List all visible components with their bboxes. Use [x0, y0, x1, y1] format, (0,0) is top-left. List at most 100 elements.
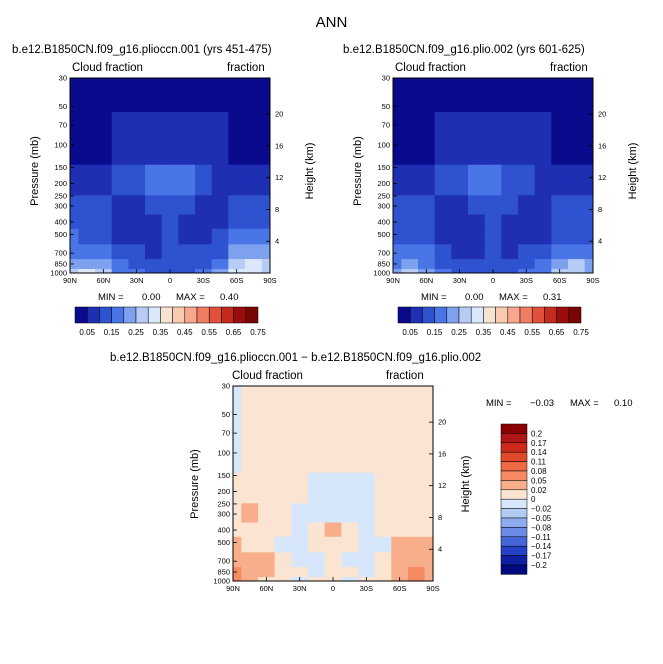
heatmap-cell — [391, 536, 409, 553]
colorbar-swatch — [446, 306, 460, 324]
heatmap-cell — [78, 78, 96, 112]
heatmap-cell — [568, 243, 586, 260]
heatmap-cell — [341, 472, 359, 504]
min-label: MIN = — [421, 292, 447, 303]
colorbar-swatch — [233, 306, 247, 324]
heatmap-cell — [393, 243, 402, 260]
y-tick-label: 200 — [54, 179, 67, 188]
heatmap-cell — [434, 243, 452, 260]
panel-title-difference: b.e12.B1850CN.f09_g16.plioccn.001 − b.e1… — [110, 352, 482, 364]
heatmap-cell — [111, 111, 129, 165]
heatmap-cell — [391, 472, 409, 504]
heatmap-cell — [568, 78, 586, 112]
heatmap-cell — [95, 111, 113, 165]
heatmap-cell — [501, 78, 519, 112]
heatmap-left: 90N 60N 30N 0 30S 60S 90S 30 50 70 100 150 200 250 300… — [50, 74, 283, 286]
colorbar-swatch — [500, 508, 528, 519]
max-value: 0.31 — [543, 292, 562, 303]
heatmap-cell — [291, 566, 309, 577]
y-tick-label: 400 — [217, 526, 230, 535]
heatmap-cell — [291, 419, 309, 473]
heatmap-cell — [178, 164, 196, 196]
heatmap-cell — [468, 78, 486, 112]
colorbar-swatch — [208, 306, 222, 324]
heatmap-cell — [451, 78, 469, 112]
y-tick-label: 150 — [54, 163, 67, 172]
heatmap-cell — [518, 258, 536, 269]
heatmap-cell — [358, 522, 376, 537]
y-tick-label: 30 — [59, 74, 67, 83]
heatmap-cell — [451, 194, 469, 215]
heatmap-cell — [241, 551, 259, 568]
y-tick-label: 30 — [382, 74, 390, 83]
heatmap-cell — [258, 386, 276, 420]
colorbar-swatch — [422, 306, 435, 324]
heatmap-cell — [424, 502, 434, 523]
max-label: MAX = — [499, 292, 528, 303]
heatmap-cell — [308, 551, 326, 568]
heatmap-cell — [374, 566, 392, 577]
max-value: 0.40 — [220, 292, 239, 303]
heatmap-cell — [484, 111, 502, 165]
heatmap-cell — [324, 386, 342, 420]
y-tick-label: 150 — [217, 471, 230, 480]
colorbar-swatch — [500, 555, 528, 566]
heatmap-cell — [258, 566, 276, 577]
heatmap-cell — [518, 214, 536, 229]
heatmap-cell — [434, 194, 452, 215]
max-label: MAX = — [176, 292, 205, 303]
heatmap-cell — [484, 258, 502, 269]
colorbar-swatch — [519, 306, 533, 324]
heatmap-cell — [211, 214, 229, 229]
colorbar-label: 0.55 — [201, 328, 217, 337]
heatmap-cell — [434, 111, 452, 165]
panel-left-label-cloud: Cloud fraction — [72, 62, 143, 74]
heatmap-cell — [95, 164, 113, 196]
heatmap-cell — [584, 111, 594, 165]
heatmap-cell — [391, 419, 409, 473]
heatmap-cell — [233, 522, 242, 537]
y-tick-label: 200 — [377, 179, 390, 188]
heatmap-cell — [78, 214, 96, 229]
heatmap-cell — [145, 164, 163, 196]
heatmap-cell — [95, 228, 113, 245]
x-tick-label: 60N — [96, 276, 110, 285]
heatmap-cell — [228, 243, 246, 260]
colorbar-swatch — [507, 306, 521, 324]
heatmap-cell — [341, 566, 359, 577]
heatmap-cell — [534, 164, 552, 196]
heatmap-cell — [374, 472, 392, 504]
heatmap-cell — [241, 566, 259, 577]
heatmap-cell — [78, 268, 96, 274]
heatmap-cell — [241, 522, 259, 537]
heatmap-cell — [95, 214, 113, 229]
x-tick-label: 90N — [386, 276, 400, 285]
y-tick-label: 250 — [217, 499, 230, 508]
heatmap-cell — [95, 258, 113, 269]
heatmap-cell — [261, 194, 271, 215]
y-tick-label: 500 — [377, 230, 390, 239]
heatmap-cell — [95, 78, 113, 112]
heatmap-cell — [324, 536, 342, 553]
heatmap-cell — [534, 194, 552, 215]
max-value: 0.10 — [614, 398, 633, 409]
colorbar-swatch — [544, 306, 557, 324]
colorbar-left: 0.05 0.15 0.25 0.35 0.45 0.55 0.65 0.75 — [74, 306, 266, 337]
heatmap-cell — [178, 78, 196, 112]
colorbar-swatch — [111, 306, 125, 324]
y-tick-label: 700 — [54, 249, 67, 258]
heatmap-cell — [518, 111, 536, 165]
colorbar-label: 0.05 — [531, 476, 547, 485]
heatmap-cell — [274, 522, 292, 537]
colorbar-right: 0.05 0.15 0.25 0.35 0.45 0.55 0.65 0.75 — [397, 306, 589, 337]
colorbar-swatch — [556, 306, 570, 324]
heatmap-cell — [228, 78, 246, 112]
heatmap-cell — [534, 111, 552, 165]
heatmap-cell — [418, 243, 436, 260]
heatmap-cell — [211, 258, 229, 269]
colorbar-swatch — [409, 306, 423, 324]
heatmap-cell — [308, 386, 326, 420]
heatmap-cell — [484, 164, 502, 196]
heatmap-cell — [111, 243, 129, 260]
heatmap-cell — [468, 228, 486, 245]
